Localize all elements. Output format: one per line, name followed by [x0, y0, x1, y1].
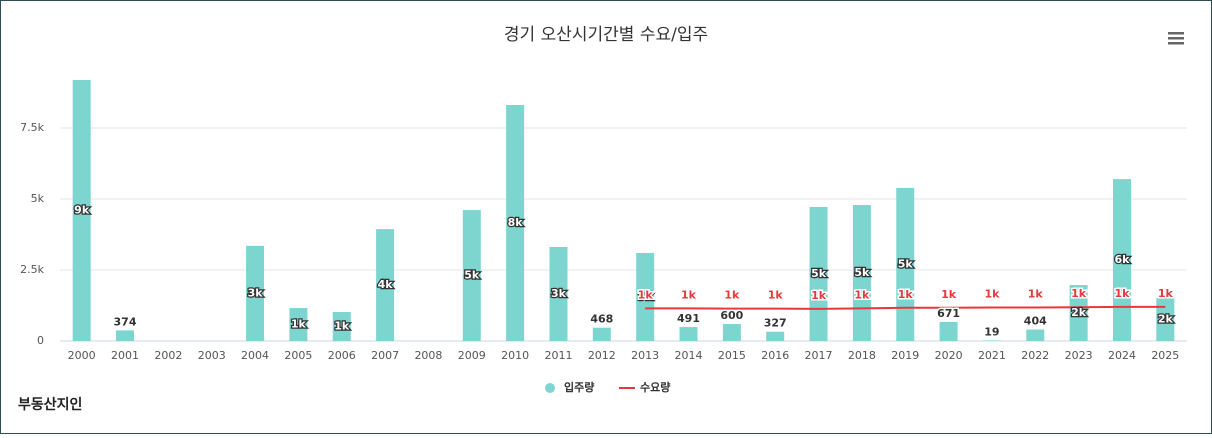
x-tick-label: 2007: [371, 349, 399, 362]
line-value-label: 1k: [1028, 287, 1044, 300]
bar-value-label: 8k: [508, 216, 524, 229]
line-value-label: 1k: [724, 289, 740, 302]
x-tick-label: 2004: [241, 349, 269, 362]
x-tick-label: 2003: [198, 349, 226, 362]
bar: [636, 252, 655, 341]
x-tick-label: 2009: [458, 349, 486, 362]
x-tick-label: 2008: [414, 349, 442, 362]
x-tick-label: 2025: [1151, 349, 1179, 362]
bar: [376, 229, 395, 341]
bar: [852, 204, 871, 341]
bar: [766, 331, 785, 341]
line-value-label: 1k: [1071, 287, 1087, 300]
bar-value-label: 4k: [378, 278, 394, 291]
bar: [939, 321, 958, 341]
x-tick-label: 2022: [1021, 349, 1049, 362]
bar-value-label: 1k: [334, 320, 350, 333]
x-tick-label: 2006: [328, 349, 356, 362]
bar-value-label: 5k: [811, 267, 827, 280]
x-tick-label: 2021: [978, 349, 1006, 362]
x-tick-label: 2024: [1108, 349, 1136, 362]
bar-value-label: 600: [720, 309, 743, 322]
bar: [462, 210, 481, 341]
x-tick-label: 2018: [848, 349, 876, 362]
bar-value-label: 1k: [291, 318, 307, 331]
line-value-label: 1k: [984, 287, 1000, 300]
legend-label: 수요량: [640, 381, 670, 394]
bar: [549, 246, 568, 341]
bar-value-label: 6k: [1114, 253, 1130, 266]
bar: [722, 323, 741, 341]
bar: [289, 308, 308, 341]
bar: [679, 327, 698, 341]
line-value-label: 1k: [811, 289, 827, 302]
bar-value-label: 404: [1024, 315, 1047, 328]
x-tick-label: 2013: [631, 349, 659, 362]
bar-value-label: 19: [984, 325, 999, 338]
y-tick-label: 2.5k: [20, 263, 44, 276]
line-value-label: 1k: [638, 288, 654, 301]
bar: [982, 340, 1001, 341]
x-tick-label: 2023: [1065, 349, 1093, 362]
x-tick-label: 2010: [501, 349, 529, 362]
x-tick-label: 2000: [68, 349, 96, 362]
x-tick-label: 2019: [891, 349, 919, 362]
bar-value-label: 3k: [551, 287, 567, 300]
x-tick-label: 2020: [935, 349, 963, 362]
x-tick-label: 2017: [805, 349, 833, 362]
x-tick-label: 2015: [718, 349, 746, 362]
line-value-label: 1k: [854, 288, 870, 301]
bar-value-label: 5k: [854, 266, 870, 279]
bar: [116, 330, 135, 341]
bar-value-label: 327: [764, 317, 787, 330]
bar-value-label: 468: [590, 313, 613, 326]
y-tick-label: 5k: [31, 192, 45, 205]
x-tick-label: 2012: [588, 349, 616, 362]
x-tick-label: 2011: [544, 349, 572, 362]
line-value-label: 1k: [1114, 287, 1130, 300]
bar: [1156, 298, 1175, 341]
bar-value-label: 9k: [74, 204, 90, 217]
menu-icon[interactable]: [1168, 32, 1184, 45]
legend-label: 입주량: [564, 381, 594, 394]
bar: [506, 104, 525, 341]
bar: [592, 327, 611, 341]
bar-value-label: 5k: [898, 257, 914, 270]
bar: [1069, 285, 1088, 341]
chart-title: 경기 오산시기간별 수요/입주: [504, 25, 708, 45]
bar: [332, 312, 351, 341]
x-tick-label: 2002: [154, 349, 182, 362]
legend-marker: [545, 383, 555, 393]
line: [645, 305, 1166, 310]
bar-value-label: 671: [937, 307, 960, 320]
logo: 부동산지인: [18, 396, 82, 413]
bar: [896, 187, 915, 341]
bar-value-label: 2k: [1158, 313, 1174, 326]
bar: [809, 206, 828, 341]
bar: [1112, 179, 1131, 341]
x-tick-label: 2016: [761, 349, 789, 362]
line-value-label: 1k: [941, 288, 957, 301]
x-tick-label: 2005: [284, 349, 312, 362]
bar-value-label: 3k: [638, 290, 654, 303]
bar-value-label: 2k: [1071, 306, 1087, 319]
line-value-label: 1k: [1158, 287, 1174, 300]
bar: [246, 245, 265, 341]
bar-value-label: 491: [677, 312, 700, 325]
bar-value-label: 5k: [464, 269, 480, 282]
line-value-label: 1k: [681, 288, 697, 301]
bar-value-label: 3k: [248, 286, 264, 299]
bar-value-label: 374: [114, 315, 137, 328]
x-tick-label: 2014: [675, 349, 703, 362]
bar: [72, 80, 91, 341]
y-tick-label: 7.5k: [20, 121, 44, 134]
x-tick-label: 2001: [111, 349, 139, 362]
y-tick-label: 0: [37, 334, 44, 347]
line-value-label: 1k: [898, 288, 914, 301]
line-value-label: 1k: [768, 289, 784, 302]
bar: [1026, 329, 1045, 341]
